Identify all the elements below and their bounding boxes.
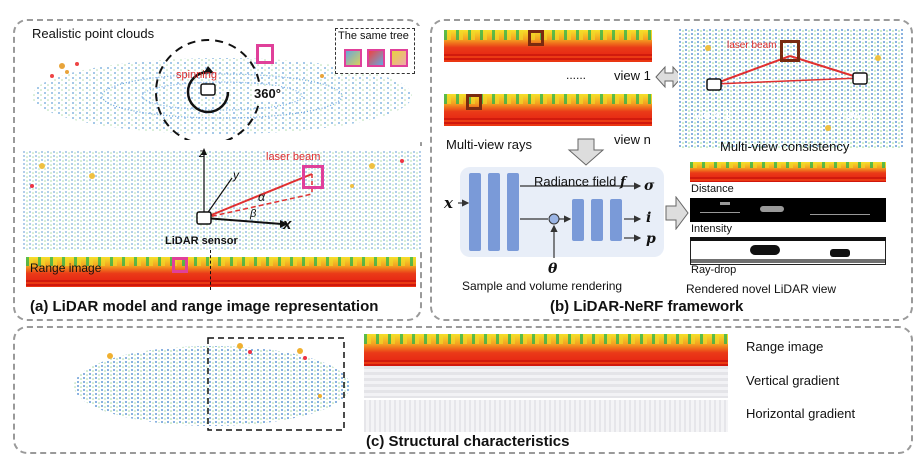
view1-highlight-box: [528, 30, 544, 46]
ray-drop-label: Ray-drop: [691, 264, 737, 276]
tree-thumb-3: [390, 49, 408, 67]
x-input-symbol: x: [444, 194, 453, 212]
same-tree-inset: The same tree: [335, 28, 415, 74]
structural-point-cloud: [70, 336, 354, 432]
radiance-field-label: Radiance field f: [534, 174, 626, 190]
view1-label: view 1: [614, 68, 651, 83]
panel-a-title: Realistic point clouds: [32, 26, 155, 41]
right-arrow-icon: [665, 196, 689, 230]
p-output-symbol: p: [646, 231, 656, 247]
tree-highlight-box: [256, 44, 274, 64]
panel-b-frame: [430, 19, 913, 321]
viewn-range-strip: [444, 94, 652, 126]
i-output-symbol: i: [646, 210, 652, 226]
panel-c-caption: (c) Structural characteristics: [366, 433, 570, 450]
axis-y-label: y: [233, 168, 239, 182]
vertical-gradient-label: Vertical gradient: [746, 373, 840, 388]
angle-label: 360°: [254, 86, 281, 101]
mlp-layer-2: [488, 173, 500, 251]
point-cloud-middle: [22, 146, 422, 250]
sigma-output-symbol: σ: [644, 178, 655, 194]
radiance-field-text: Radiance field: [534, 174, 617, 189]
multi-view-rays-label: Multi-view rays: [446, 137, 532, 152]
sample-volume-label: Sample and volume rendering: [462, 279, 623, 293]
dots-label: ......: [566, 68, 587, 82]
axis-x-label: x: [283, 216, 292, 233]
consistency-viewn-label: view n: [836, 107, 873, 122]
range-image-a: [26, 257, 416, 287]
consistency-view1-label: view 1: [694, 107, 731, 122]
mlp-layer-1: [469, 173, 481, 251]
mlp-layer-6: [610, 199, 622, 241]
down-arrow-icon: [567, 138, 605, 166]
same-tree-label: The same tree: [338, 30, 409, 42]
distance-label: Distance: [691, 183, 734, 195]
alpha-label: α: [258, 190, 265, 204]
laser-beam-label-b: laser beam: [727, 40, 777, 51]
mlp-layer-4: [572, 199, 584, 241]
viewn-label: view n: [614, 132, 651, 147]
range-image-a-box: [172, 257, 188, 273]
consistency-target-box: [780, 40, 800, 62]
range-image-a-marker: [210, 250, 211, 290]
mlp-layer-3: [507, 173, 519, 251]
viewn-highlight-box: [466, 94, 482, 110]
laser-target-box: [302, 165, 324, 189]
point-cloud-middle-svg: [22, 148, 422, 250]
range-image-a-label: Range image: [30, 261, 102, 275]
tree-thumb-1: [344, 49, 362, 67]
rendered-view-label: Rendered novel LiDAR view: [686, 282, 837, 296]
lidar-sensor-label: LiDAR sensor: [165, 235, 238, 247]
intensity-label: Intensity: [691, 223, 732, 235]
network-arrows: [458, 182, 642, 258]
horizontal-gradient-strip: [364, 400, 728, 432]
multi-view-consistency-label: Multi-view consistency: [720, 139, 850, 154]
axis-z-label: z: [199, 146, 205, 160]
view1-range-strip: [444, 30, 652, 62]
horizontal-gradient-label: Horizontal gradient: [746, 406, 856, 421]
range-image-c-label: Range image: [746, 339, 824, 354]
f-symbol: f: [620, 175, 626, 190]
ray-drop-texture: [690, 237, 886, 263]
structural-point-cloud-svg: [74, 337, 350, 431]
panel-a-caption: (a) LiDAR model and range image represen…: [30, 298, 379, 315]
beta-label: β: [250, 208, 257, 220]
vertical-gradient-strip: [364, 366, 728, 398]
theta-symbol: θ: [548, 261, 558, 277]
multi-view-scene-svg: [678, 28, 904, 148]
laser-beam-label-a: laser beam: [266, 151, 321, 163]
mlp-layer-5: [591, 199, 603, 241]
multi-view-scene: [678, 28, 904, 148]
panel-b-caption: (b) LiDAR-NeRF framework: [550, 298, 744, 315]
panel-c-frame: [13, 326, 913, 454]
intensity-texture: [700, 202, 870, 215]
distance-strip: [690, 162, 886, 182]
range-image-c: [364, 334, 728, 368]
spinning-label: spinning: [176, 69, 217, 81]
tree-thumb-2: [367, 49, 385, 67]
